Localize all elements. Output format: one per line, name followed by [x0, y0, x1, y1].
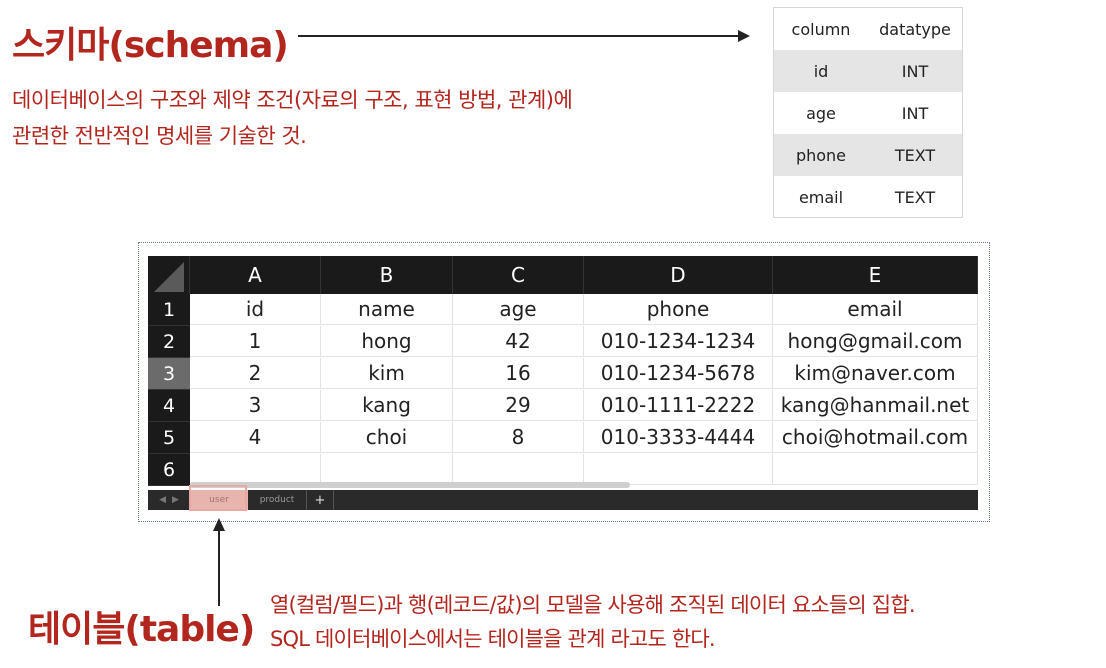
schema-column-name: id	[813, 61, 829, 81]
sheet-tab-bar: ◀ ▶ user product +	[148, 490, 978, 510]
cell[interactable]: 8	[453, 422, 584, 453]
schema-description: 데이터베이스의 구조와 제약 조건(자료의 구조, 표현 방법, 관계)에 관련…	[12, 82, 752, 154]
horizontal-scrollbar[interactable]	[190, 482, 630, 488]
cell[interactable]: 29	[453, 390, 584, 421]
row-number-5[interactable]: 5	[148, 422, 190, 454]
column-header-b[interactable]: B	[321, 256, 453, 294]
cell[interactable]	[453, 454, 584, 485]
row-number-4[interactable]: 4	[148, 390, 190, 422]
table-arrow-head-icon	[213, 518, 225, 531]
schema-datatype: TEXT	[894, 145, 936, 165]
cell[interactable]: kang	[321, 390, 453, 421]
schema-description-line-2: 관련한 전반적인 명세를 기술한 것.	[12, 124, 307, 148]
schema-row: age INT	[774, 92, 962, 134]
tab-nav: ◀ ▶	[148, 490, 190, 510]
column-header-c[interactable]: C	[453, 256, 584, 294]
cell[interactable]: kim	[321, 358, 453, 389]
cell[interactable]: 010-1234-1234	[584, 326, 773, 357]
cell[interactable]: kim@naver.com	[773, 358, 978, 389]
schema-header-column: column	[791, 19, 851, 39]
cell[interactable]: name	[321, 294, 453, 325]
schema-header-row: column datatype	[774, 8, 962, 50]
row-number-3[interactable]: 3	[148, 358, 190, 390]
cell[interactable]: 4	[190, 422, 321, 453]
cell[interactable]: 010-1111-2222	[584, 390, 773, 421]
table-description-line-2: SQL 데이터베이스에서는 테이블을 관계 라고도 한다.	[270, 627, 716, 651]
schema-box: column datatype id INT age INT phone TEX…	[773, 7, 963, 218]
column-header-e[interactable]: E	[773, 256, 978, 294]
cell[interactable]	[190, 454, 321, 485]
schema-datatype: TEXT	[894, 187, 936, 207]
tab-user[interactable]: user	[190, 490, 248, 510]
spreadsheet: A B C D E 1 id name age phone email 2 1 …	[148, 256, 978, 510]
schema-datatype: INT	[901, 61, 929, 81]
cell[interactable]: phone	[584, 294, 773, 325]
schema-row: phone TEXT	[774, 134, 962, 176]
schema-description-line-1: 데이터베이스의 구조와 제약 조건(자료의 구조, 표현 방법, 관계)에	[12, 88, 573, 112]
row-number-2[interactable]: 2	[148, 326, 190, 358]
schema-column-name: email	[798, 187, 844, 207]
tab-product[interactable]: product	[259, 495, 295, 505]
cell[interactable]: 42	[453, 326, 584, 357]
active-tab-highlight	[189, 485, 247, 511]
select-all-corner[interactable]	[148, 256, 190, 294]
cell[interactable]: 16	[453, 358, 584, 389]
cell[interactable]	[321, 454, 453, 485]
table-arrow-line	[218, 530, 220, 606]
cell[interactable]: choi	[321, 422, 453, 453]
schema-arrow-line	[298, 35, 740, 37]
cell[interactable]: 010-3333-4444	[584, 422, 773, 453]
cell[interactable]: hong	[321, 326, 453, 357]
tab-next-icon[interactable]: ▶	[172, 495, 179, 505]
schema-column-name: phone	[795, 145, 847, 165]
tab-prev-icon[interactable]: ◀	[159, 495, 166, 505]
table-description-line-1: 열(컬럼/필드)과 행(레코드/값)의 모델을 사용해 조직된 데이터 요소들의…	[270, 593, 916, 617]
cell[interactable]: choi@hotmail.com	[773, 422, 978, 453]
cell[interactable]: 2	[190, 358, 321, 389]
schema-title: 스키마(schema)	[12, 25, 289, 66]
spreadsheet-frame	[138, 242, 990, 522]
column-header-a[interactable]: A	[190, 256, 321, 294]
table-description: 열(컬럼/필드)과 행(레코드/값)의 모델을 사용해 조직된 데이터 요소들의…	[270, 588, 1100, 656]
cell[interactable]: 1	[190, 326, 321, 357]
cell[interactable]	[773, 454, 978, 485]
schema-arrow-head-icon	[738, 30, 750, 42]
cell[interactable]: kang@hanmail.net	[773, 390, 978, 421]
schema-row: id INT	[774, 50, 962, 92]
schema-header-datatype: datatype	[879, 19, 951, 39]
cell[interactable]: hong@gmail.com	[773, 326, 978, 357]
cell[interactable]: email	[773, 294, 978, 325]
column-header-d[interactable]: D	[584, 256, 773, 294]
schema-row: email TEXT	[774, 176, 962, 218]
schema-column-name: age	[806, 103, 836, 123]
cell[interactable]: 010-1234-5678	[584, 358, 773, 389]
spreadsheet-grid: A B C D E 1 id name age phone email 2 1 …	[148, 256, 978, 486]
cell[interactable]	[584, 454, 773, 485]
add-sheet-button[interactable]: +	[306, 490, 334, 510]
cell[interactable]: age	[453, 294, 584, 325]
cell[interactable]: id	[190, 294, 321, 325]
row-number-6[interactable]: 6	[148, 454, 190, 486]
cell[interactable]: 3	[190, 390, 321, 421]
table-title: 테이블(table)	[28, 609, 255, 650]
schema-datatype: INT	[901, 103, 929, 123]
row-number-1[interactable]: 1	[148, 294, 190, 326]
